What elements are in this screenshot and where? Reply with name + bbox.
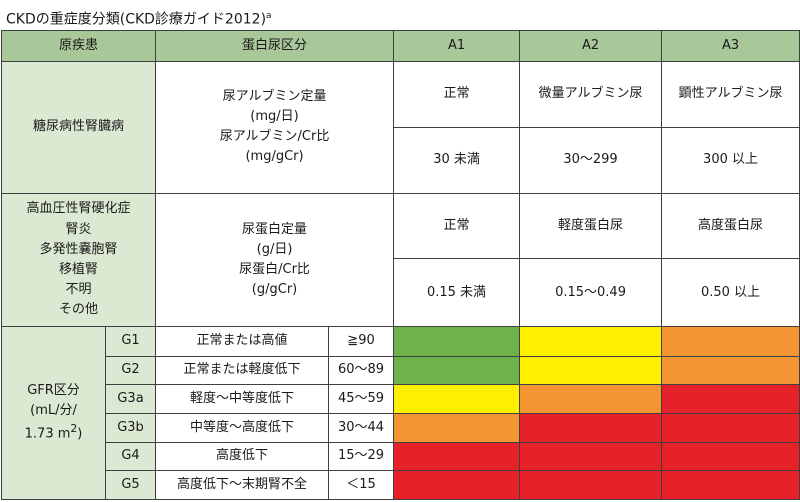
gfr-label-line: 1.73 m2): [4, 421, 103, 444]
measure-line: 尿蛋白定量: [242, 221, 308, 237]
gfr-grade: G5: [104, 470, 157, 500]
gfr-row: GFR区分 (mL/分/ 1.73 m2) G1 正常または高値 ≧90: [1, 325, 800, 501]
gfr-row: G3b 中等度〜高度低下 30〜44: [2, 412, 800, 443]
risk-cell-green: [393, 355, 521, 386]
other-row-label: 高血圧性腎硬化症 腎炎 多発性嚢胞腎 移植腎 不明 その他 尿蛋白定量 (g/日…: [0, 192, 800, 327]
gfr-desc: 正常または高値: [155, 325, 330, 357]
diabetes-a1-label: 正常: [393, 60, 521, 129]
risk-cell-yellow: [519, 325, 663, 357]
diabetes-row-label: 糖尿病性腎臓病 尿アルブミン定量 (mg/日) 尿アルブミン/Cr比 (mg/g…: [0, 60, 800, 194]
gfr-unit-close: ): [77, 426, 83, 442]
ckd-severity-table: 原疾患 蛋白尿区分 A1 A2 A3 糖尿病性腎臓病 尿アルブミン定量 (mg/…: [0, 30, 800, 501]
measure-line: 尿蛋白/Cr比: [239, 261, 310, 277]
header-proteinuria: 蛋白尿区分: [155, 30, 395, 62]
gfr-grade: G3a: [104, 384, 157, 414]
measure-line: 尿アルブミン/Cr比: [219, 129, 330, 145]
diabetes-measure: 尿アルブミン定量 (mg/日) 尿アルブミン/Cr比 (mg/gCr): [155, 60, 395, 194]
header-a1: A1: [393, 30, 521, 62]
other-a2-value: 0.15〜0.49: [519, 258, 663, 327]
risk-cell-yellow: [519, 355, 663, 386]
gfr-label-line: GFR区分: [27, 383, 80, 399]
cause-line: 高血圧性腎硬化症: [26, 201, 131, 217]
gfr-unit-sup: 2: [70, 422, 78, 436]
risk-cell-red: [519, 470, 663, 500]
gfr-grade: G3b: [104, 412, 157, 443]
measure-line: (g/日): [256, 241, 293, 257]
diabetes-a2-value: 30〜299: [519, 127, 663, 194]
gfr-row: G2 正常または軽度低下 60〜89: [2, 355, 800, 386]
other-a1-label: 正常: [393, 192, 521, 260]
gfr-range: 30〜44: [328, 412, 395, 443]
gfr-label-line: (mL/分/: [30, 403, 77, 419]
gfr-desc: 高度低下: [155, 441, 330, 472]
measure-line: (mg/gCr): [245, 149, 304, 165]
other-a3-value: 0.50 以上: [661, 258, 800, 327]
gfr-desc: 高度低下〜末期腎不全: [155, 470, 330, 500]
gfr-range: ＜15: [328, 470, 395, 500]
risk-cell-orange: [661, 325, 800, 357]
risk-cell-red: [661, 384, 800, 414]
risk-cell-red: [393, 470, 521, 500]
gfr-range: ≧90: [328, 325, 395, 357]
risk-cell-orange: [519, 384, 663, 414]
measure-line: 尿アルブミン定量: [222, 88, 327, 104]
diabetes-a3-label: 顕性アルブミン尿: [661, 60, 800, 129]
gfr-desc: 軽度〜中等度低下: [155, 384, 330, 414]
gfr-range: 15〜29: [328, 441, 395, 472]
diabetes-cause: 糖尿病性腎臓病: [0, 60, 157, 194]
risk-cell-red: [661, 412, 800, 443]
risk-cell-red: [393, 441, 521, 472]
diabetes-a3-value: 300 以上: [661, 127, 800, 194]
gfr-desc: 中等度〜高度低下: [155, 412, 330, 443]
diabetes-a2-label: 微量アルブミン尿: [519, 60, 663, 129]
gfr-row: G3a 軽度〜中等度低下 45〜59: [2, 384, 800, 414]
measure-line: (mg/日): [250, 109, 299, 125]
cause-line: その他: [59, 302, 99, 318]
gfr-range: 60〜89: [328, 355, 395, 386]
header-row: 原疾患 蛋白尿区分 A1 A2 A3: [0, 30, 800, 62]
gfr-label: GFR区分 (mL/分/ 1.73 m2): [1, 325, 106, 501]
other-a3-label: 高度蛋白尿: [661, 192, 800, 260]
gfr-grade: G2: [104, 355, 157, 386]
other-measure: 尿蛋白定量 (g/日) 尿蛋白/Cr比 (g/gCr): [155, 192, 395, 327]
header-cause: 原疾患: [0, 30, 157, 62]
header-a2: A2: [519, 30, 663, 62]
risk-cell-green: [393, 325, 521, 357]
cause-line: 不明: [65, 281, 92, 297]
other-row-value: 0.15 未満 0.15〜0.49 0.50 以上: [2, 258, 800, 327]
cause-line: 移植腎: [59, 261, 99, 277]
cause-line: 多発性嚢胞腎: [39, 241, 118, 257]
gfr-row: G4 高度低下 15〜29: [2, 441, 800, 472]
gfr-unit-text: 1.73 m: [24, 426, 71, 442]
gfr-grade: G1: [104, 325, 157, 357]
risk-cell-red: [519, 412, 663, 443]
other-a1-value: 0.15 未満: [393, 258, 521, 327]
risk-cell-yellow: [393, 384, 521, 414]
gfr-grade: G4: [104, 441, 157, 472]
title-text: CKDの重症度分類(CKD診療ガイド2012): [6, 11, 267, 28]
other-causes: 高血圧性腎硬化症 腎炎 多発性嚢胞腎 移植腎 不明 その他: [0, 192, 157, 327]
title-footnote-mark: a: [266, 11, 272, 21]
other-a2-label: 軽度蛋白尿: [519, 192, 663, 260]
header-a3: A3: [661, 30, 800, 62]
risk-cell-red: [661, 441, 800, 472]
risk-cell-orange: [661, 355, 800, 386]
risk-cell-red: [661, 470, 800, 500]
table-title: CKDの重症度分類(CKD診療ガイド2012)a: [6, 4, 272, 28]
cause-line: 腎炎: [65, 221, 92, 237]
gfr-desc: 正常または軽度低下: [155, 355, 330, 386]
risk-cell-orange: [393, 412, 521, 443]
measure-line: (g/gCr): [251, 281, 298, 297]
diabetes-row-value: 30 未満 30〜299 300 以上: [2, 127, 800, 194]
risk-cell-red: [519, 441, 663, 472]
gfr-range: 45〜59: [328, 384, 395, 414]
gfr-row: G5 高度低下〜末期腎不全 ＜15: [2, 470, 800, 500]
diabetes-a1-value: 30 未満: [393, 127, 521, 194]
